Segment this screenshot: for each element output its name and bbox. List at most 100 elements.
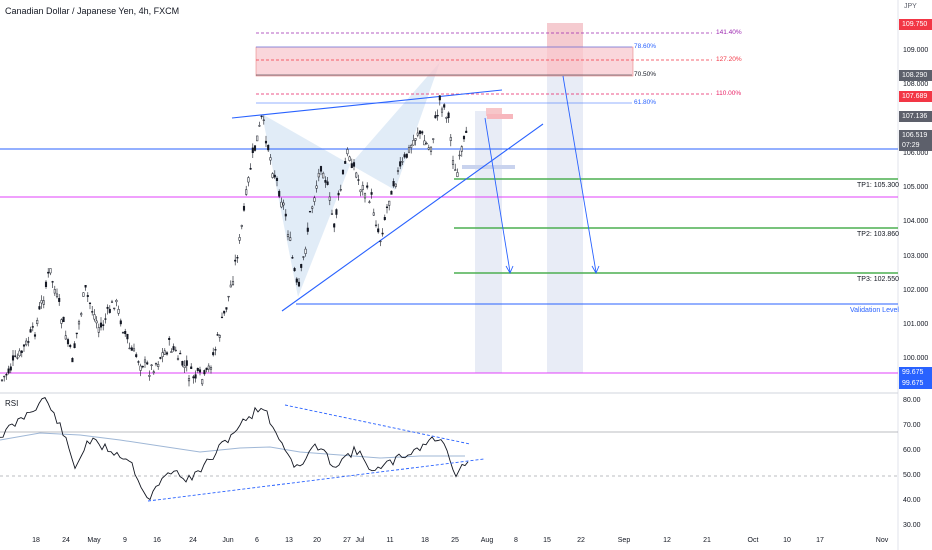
candle-body (363, 193, 367, 199)
candle-body (185, 360, 188, 366)
candle-body (346, 149, 349, 155)
upper-trendline[interactable] (231, 89, 503, 119)
candle-body (148, 375, 151, 377)
candle-body (295, 278, 298, 283)
candle-body (341, 169, 345, 175)
candle-body (181, 361, 184, 366)
candle-body (115, 299, 118, 303)
price-badge-red: 107.689 (899, 91, 932, 102)
time-tick: 18 (32, 537, 40, 544)
candle-body (209, 367, 213, 370)
arrow-head-2 (591, 265, 600, 275)
candle-body (33, 334, 37, 337)
time-tick: Jun (222, 537, 234, 544)
candle-body (381, 232, 384, 235)
candle-body (42, 300, 45, 305)
candle-body (159, 357, 162, 359)
candle-body (62, 316, 65, 323)
candle-body (352, 162, 356, 167)
candle-body (302, 256, 305, 258)
lower-trendline[interactable] (281, 123, 544, 312)
mini-zone-2 (462, 165, 515, 169)
candle-body (53, 289, 56, 294)
candle-body (150, 364, 153, 366)
candle-body (286, 234, 290, 238)
candle-body (95, 320, 98, 324)
candle-body (174, 349, 177, 352)
candle-body (130, 347, 133, 351)
time-tick: 17 (816, 537, 824, 544)
time-tick: 11 (386, 537, 394, 544)
candle-body (399, 161, 402, 167)
time-tick: 18 (421, 537, 429, 544)
time-tick: 24 (189, 537, 197, 544)
candle-body (190, 366, 193, 369)
candle-body (31, 326, 34, 328)
candle-body (460, 146, 463, 152)
candle-body (269, 157, 272, 161)
candle-body (438, 95, 441, 101)
price-tick: 100.000 (903, 355, 929, 362)
candle-body (91, 311, 94, 313)
fib-label-705: 70.50% (634, 71, 657, 78)
candle-body (418, 130, 422, 134)
candle-body (379, 240, 382, 243)
candle-body (192, 376, 195, 379)
candle-body (357, 179, 360, 181)
candle-body (64, 335, 67, 340)
last-price-badge: 106.519 (899, 130, 932, 141)
candle-body (236, 257, 239, 259)
candle-body (300, 264, 303, 268)
candle-body (16, 357, 19, 359)
time-tick: 16 (153, 537, 161, 544)
stop-box-1 (486, 108, 502, 116)
candle-body (135, 354, 138, 357)
rsi-tick: 70.00 (903, 422, 921, 429)
candle-body (170, 351, 173, 353)
candle-body (5, 373, 8, 376)
candle-body (258, 125, 261, 127)
candle-body (311, 206, 314, 209)
prz-zone (255, 46, 634, 77)
candle-body (251, 147, 254, 153)
candle-body (201, 379, 204, 385)
time-tick: May (87, 537, 101, 544)
candle-body (51, 281, 54, 283)
candle-body (410, 145, 413, 148)
candle-body (423, 140, 426, 146)
candle-body (22, 344, 26, 347)
time-tick: 8 (514, 537, 518, 544)
candle-body (249, 167, 252, 170)
time-tick: Sep (617, 537, 631, 544)
candle-body (284, 213, 287, 217)
symbol-title-text: Canadian Dollar / Japanese Yen, 4h, FXCM (5, 6, 180, 16)
candle-body (388, 200, 391, 206)
rsi-indicator-label[interactable]: RSI (5, 399, 19, 408)
candle-body (315, 185, 318, 189)
price-tick: 104.000 (903, 218, 929, 225)
candle-body (289, 237, 292, 241)
candle-body (333, 223, 336, 228)
candle-body (348, 156, 351, 161)
candle-body (324, 179, 327, 183)
candle-body (271, 173, 274, 178)
candle-body (58, 297, 61, 302)
fib-label-127: 127.20% (716, 56, 742, 63)
price-badge: 107.136 (899, 111, 932, 122)
candle-body (119, 320, 122, 325)
candle-body (93, 314, 96, 320)
candle-body (355, 172, 358, 178)
candle-body (69, 345, 72, 347)
time-tick: 6 (255, 537, 259, 544)
candle-body (366, 185, 369, 188)
candle-body (106, 306, 109, 309)
rsi-upper-trendline (284, 404, 471, 445)
chart-symbol-title[interactable]: Canadian Dollar / Japanese Yen, 4h, FXCM (5, 6, 179, 16)
candle-body (328, 196, 331, 201)
candle-body (113, 307, 116, 310)
candle-body (29, 329, 32, 333)
candle-body (465, 130, 468, 133)
candle-body (205, 367, 208, 371)
candle-body (214, 349, 217, 351)
